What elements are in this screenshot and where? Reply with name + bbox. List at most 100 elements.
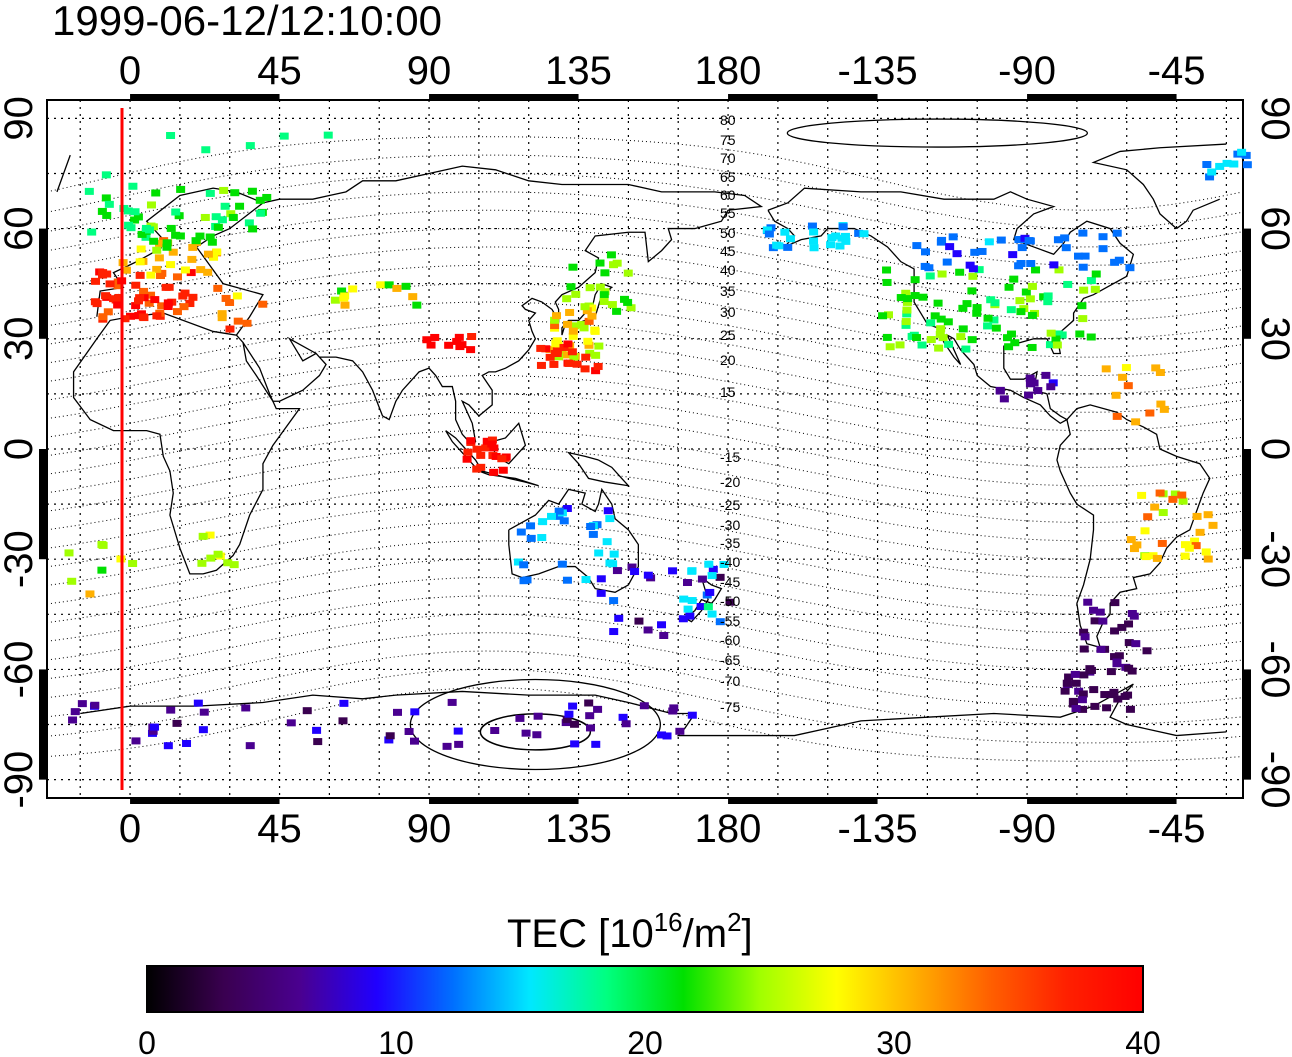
tec-cell — [1195, 528, 1205, 536]
tec-cell — [1031, 266, 1041, 274]
tec-cell — [657, 621, 667, 629]
tec-cell — [1111, 391, 1121, 399]
tec-cell — [614, 614, 624, 622]
colorbar-tick-labels: 0 10 20 30 40 — [138, 1025, 1161, 1057]
tec-cell — [101, 292, 111, 300]
tec-cell — [609, 597, 619, 605]
contour-label: 65 — [720, 169, 736, 185]
tec-cell — [961, 345, 971, 353]
tec-cell — [697, 575, 707, 583]
coastline — [508, 487, 640, 593]
contour-label: -55 — [720, 613, 740, 629]
tec-cell — [191, 237, 201, 245]
coastline — [1056, 404, 1211, 649]
tec-cell — [77, 700, 87, 708]
tec-cell — [968, 265, 978, 273]
tec-cell — [618, 713, 628, 721]
tec-cell — [1168, 495, 1178, 503]
frame-tick-bottom — [130, 798, 280, 804]
tec-cell — [104, 200, 114, 208]
tec-cell — [279, 132, 289, 140]
tec-cell — [207, 238, 217, 246]
tec-cell — [201, 146, 211, 154]
tec-cell — [557, 347, 567, 355]
tec-cell — [235, 202, 245, 210]
tec-cell — [594, 549, 604, 557]
tec-cell — [1131, 418, 1141, 426]
frame-tick-top — [1027, 94, 1177, 100]
tec-cell — [984, 238, 994, 246]
tec-cell — [155, 239, 165, 247]
tec-cell — [1025, 295, 1035, 303]
tec-cell — [1079, 645, 1089, 653]
top-longitude-labels: 0 45 90 135 180 -135 -90 -45 — [119, 49, 1206, 93]
frame-tick-left — [39, 669, 47, 780]
tec-cell — [221, 294, 231, 302]
tec-cell — [172, 308, 182, 316]
tec-cell — [1110, 599, 1120, 607]
tec-cell — [1098, 245, 1108, 253]
contour-labels: 80 75 70 65 60 55 50 45 40 35 30 25 20 15 -15 -20 -25 -30… — [720, 112, 740, 715]
tec-cell — [896, 294, 906, 302]
tec-cell — [1060, 234, 1070, 242]
tec-cell — [135, 258, 145, 266]
tec-cell — [162, 243, 172, 251]
mag-lat-contour — [46, 650, 1244, 726]
tec-cell — [989, 316, 999, 324]
tec-cell — [157, 302, 167, 310]
tec-cell — [198, 532, 208, 540]
tec-cell — [662, 732, 672, 740]
tec-cell — [1073, 252, 1083, 260]
tec-cell — [526, 534, 536, 542]
latitude-tick-label: 60 — [0, 206, 41, 251]
tec-data-cells — [64, 131, 1252, 750]
tec-cell — [885, 343, 895, 351]
tec-cell — [974, 266, 984, 274]
tec-cell — [258, 300, 268, 308]
tec-cell — [1222, 159, 1232, 167]
tec-cell — [1049, 261, 1059, 269]
tec-cell — [1137, 491, 1147, 499]
tec-cell — [1114, 256, 1124, 264]
tec-cell — [1203, 511, 1213, 519]
tec-cell — [472, 465, 482, 473]
tec-cell — [1071, 679, 1081, 687]
tec-cell — [948, 233, 958, 241]
tec-cell — [1033, 387, 1043, 395]
frame-tick-top — [728, 94, 878, 100]
longitude-tick-label: -135 — [838, 49, 918, 93]
tec-cell — [148, 727, 158, 735]
tec-cell — [977, 247, 987, 255]
tec-cell — [606, 251, 616, 259]
tec-cell — [609, 550, 619, 558]
tec-cell — [163, 299, 173, 307]
tec-cell — [157, 269, 167, 277]
mag-lat-contour — [46, 632, 1244, 707]
tec-cell — [882, 266, 892, 274]
tec-cell — [549, 360, 559, 368]
colorbar-title-mid: /m — [683, 912, 727, 956]
tec-cell — [90, 701, 100, 709]
tec-cell — [917, 341, 927, 349]
tec-cell — [562, 295, 572, 303]
tec-cell — [838, 223, 848, 231]
tec-cell — [958, 304, 968, 312]
colorbar-tick-label: 20 — [627, 1025, 663, 1057]
tec-cell — [409, 737, 419, 745]
tec-cell — [1142, 647, 1152, 655]
tec-cell — [412, 301, 422, 309]
tec-cell — [708, 565, 718, 573]
tec-cell — [180, 266, 190, 274]
tec-cell — [199, 708, 209, 716]
tec-cell — [384, 736, 394, 744]
tec-cell — [139, 287, 149, 295]
colorbar-tick-label: 10 — [378, 1025, 414, 1057]
tec-cell — [901, 289, 911, 297]
contour-label: 20 — [720, 352, 736, 368]
tec-cell — [584, 317, 594, 325]
tec-cell — [113, 282, 123, 290]
tec-cell — [91, 277, 101, 285]
tec-cell — [1043, 292, 1053, 300]
tec-cell — [1215, 162, 1225, 170]
